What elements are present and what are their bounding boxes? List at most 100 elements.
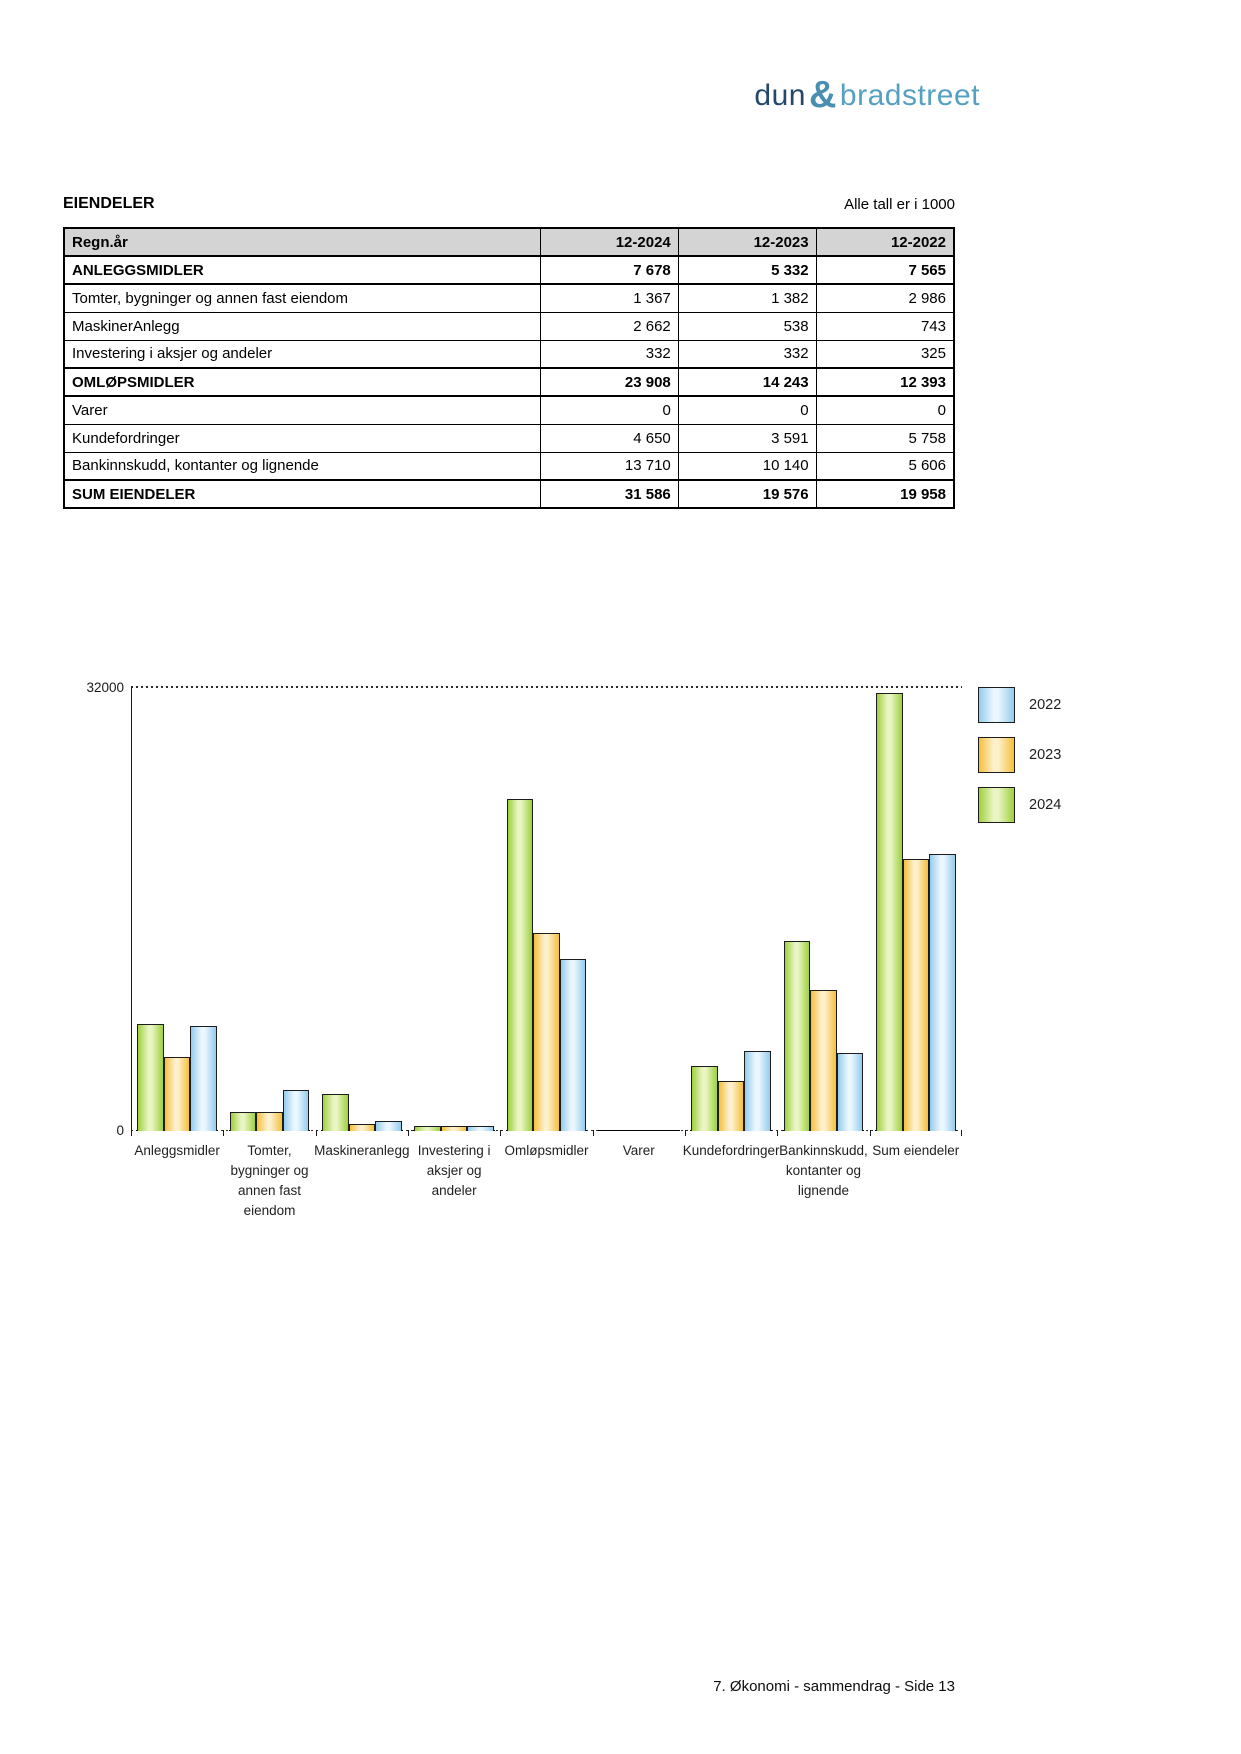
chart-legend: 2022 2023 2024 (978, 687, 1061, 837)
x-axis-tick (315, 1130, 317, 1136)
table-row: Varer 0 0 0 (63, 395, 955, 425)
x-category-label: Investering i aksjer og andeler (379, 1141, 529, 1201)
gridline-32000 (131, 686, 962, 688)
bar-2022 (190, 1026, 217, 1131)
x-category-cell: Omløpsmidler (500, 1141, 592, 1241)
row-value: 332 (539, 339, 679, 369)
table-row: OMLØPSMIDLER 23 908 14 243 12 393 (63, 367, 955, 397)
table-row: MaskinerAnlegg 2 662 538 743 (63, 311, 955, 341)
x-label-line: Maskineranlegg (314, 1143, 410, 1158)
table-row: Kundefordringer 4 650 3 591 5 758 (63, 423, 955, 453)
row-value: 0 (815, 395, 955, 425)
bar-2023 (163, 1057, 191, 1131)
row-value: 19 958 (815, 479, 955, 509)
row-value: 5 606 (815, 451, 955, 481)
y-axis-line (131, 687, 132, 1131)
table-row: Investering i aksjer og andeler 332 332 325 (63, 339, 955, 369)
x-category-label: Sum eiendeler (841, 1141, 991, 1161)
row-value: 2 986 (815, 283, 955, 313)
x-label-line: Investering i (417, 1143, 491, 1158)
legend-item: 2022 (978, 687, 1061, 723)
x-category-cell: Anleggsmidler (131, 1141, 223, 1241)
bar-2024 (506, 799, 534, 1131)
row-label: SUM EIENDELER (63, 479, 541, 509)
row-label: Investering i aksjer og andeler (63, 339, 541, 369)
x-label-line: Varer (622, 1143, 655, 1158)
row-value: 31 586 (539, 479, 679, 509)
x-axis-tick (592, 1130, 594, 1136)
assets-table-head: Regn.år 12-2024 12-2023 12-2022 (63, 227, 955, 257)
x-category-cell: Bankinnskudd, kontanter og lignende (777, 1141, 869, 1241)
row-value: 332 (677, 339, 817, 369)
row-value: 7 565 (815, 255, 955, 285)
legend-item: 2024 (978, 787, 1061, 823)
x-axis-tick (777, 1130, 779, 1136)
x-label-line: annen fast (237, 1183, 302, 1198)
y-axis-tick-max: 32000 (86, 680, 124, 695)
row-label: OMLØPSMIDLER (63, 367, 541, 397)
row-value: 5 332 (677, 255, 817, 285)
logo-word-dun: dun (754, 79, 806, 112)
bar-2023 (533, 933, 560, 1131)
row-label: Kundefordringer (63, 423, 541, 453)
x-label-line: Kundefordringer (682, 1143, 780, 1158)
x-axis-tick (685, 1130, 686, 1136)
row-value: 538 (677, 311, 817, 341)
row-value: 1 367 (539, 283, 679, 313)
table-row: SUM EIENDELER 31 586 19 576 19 958 (63, 479, 955, 509)
legend-swatch-2023 (978, 737, 1015, 773)
x-category-label: Kundefordringer (656, 1141, 806, 1161)
x-axis-tick (408, 1130, 409, 1136)
baseline-segment (598, 1129, 680, 1131)
x-label-line: kontanter og (785, 1163, 861, 1178)
bar-2024 (876, 693, 903, 1131)
column-header: 12-2022 (815, 227, 955, 257)
row-label: MaskinerAnlegg (63, 311, 541, 341)
x-category-label: Maskineranlegg (287, 1141, 437, 1161)
x-axis-tick (500, 1130, 502, 1136)
table-row: ANLEGGSMIDLER 7 678 5 332 7 565 (63, 255, 955, 285)
x-label-line: lignende (797, 1183, 849, 1198)
x-category-label: Omløpsmidler (471, 1141, 621, 1161)
table-header-row: Regn.år 12-2024 12-2023 12-2022 (63, 227, 955, 257)
x-category-label: Bankinnskudd, kontanter og lignende (748, 1141, 898, 1201)
y-axis-tick-zero: 0 (116, 1123, 124, 1138)
row-value: 14 243 (677, 367, 817, 397)
bar-2022 (375, 1121, 402, 1131)
logo-word-bradstreet: bradstreet (839, 79, 980, 112)
x-category-cell: Sum eiendeler (870, 1141, 962, 1241)
x-label-line: Anleggsmidler (134, 1143, 220, 1158)
x-axis-tick (961, 1130, 962, 1136)
legend-label: 2022 (1029, 697, 1062, 713)
bar-2024 (137, 1024, 164, 1131)
x-label-line: Sum eiendeler (872, 1143, 960, 1158)
legend-swatch-2024 (978, 787, 1015, 823)
bar-2024 (691, 1066, 718, 1131)
row-value: 0 (539, 395, 679, 425)
legend-label: 2024 (1029, 797, 1062, 813)
row-value: 2 662 (539, 311, 679, 341)
page-footer: 7. Økonomi - sammendrag - Side 13 (713, 1678, 955, 1695)
row-value: 1 382 (677, 283, 817, 313)
x-label-line: Omløpsmidler (504, 1143, 589, 1158)
assets-table-body: ANLEGGSMIDLER 7 678 5 332 7 565 Tomter, bygn… (63, 255, 955, 509)
x-label-line: Bankinnskudd, (779, 1143, 868, 1158)
bar-2023 (810, 990, 837, 1131)
x-label-line: aksjer og (426, 1163, 482, 1178)
legend-item: 2023 (978, 737, 1061, 773)
x-category-cell: Tomter, bygninger og annen fast eiendom (223, 1141, 315, 1241)
x-axis-tick (869, 1130, 871, 1136)
x-axis-tick (131, 1130, 132, 1136)
assets-table: Regn.år 12-2024 12-2023 12-2022 ANLEGGSMIDL… (63, 227, 955, 509)
row-label: Tomter, bygninger og annen fast eiendom (63, 283, 541, 313)
bar-2022 (836, 1053, 864, 1131)
section-title: EIENDELER (63, 195, 155, 212)
x-label-line: Tomter, (247, 1143, 292, 1158)
legend-label: 2023 (1029, 747, 1062, 763)
row-value: 7 678 (539, 255, 679, 285)
row-value: 23 908 (539, 367, 679, 397)
dun-bradstreet-logo: dun& bradstreet (754, 72, 980, 116)
bar-chart-plot (131, 686, 962, 1136)
bar-2023 (902, 859, 930, 1131)
row-label: ANLEGGSMIDLER (63, 255, 541, 285)
